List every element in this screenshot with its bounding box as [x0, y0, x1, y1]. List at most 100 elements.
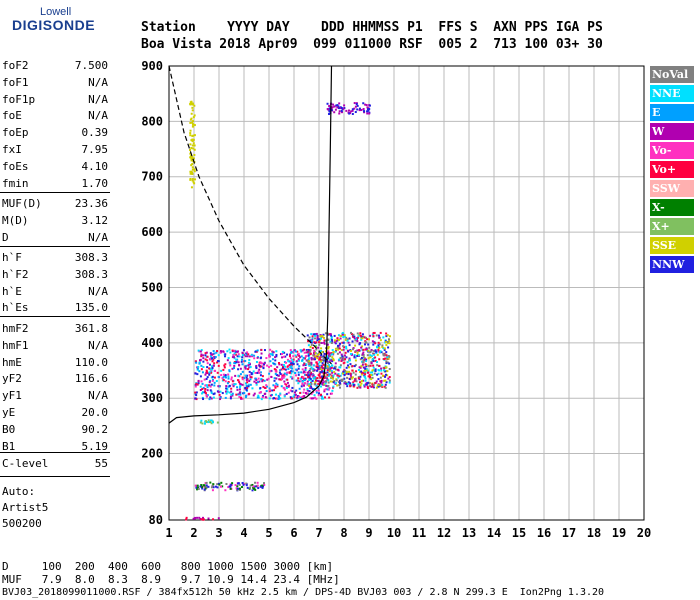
echo-point: [209, 384, 212, 387]
echo-point: [205, 486, 208, 489]
echo-point: [193, 178, 196, 181]
echo-point: [328, 352, 331, 355]
echo-point: [256, 356, 259, 359]
echo-point: [367, 109, 370, 112]
echo-point: [368, 112, 371, 115]
echo-point: [330, 376, 333, 379]
echo-point: [350, 376, 353, 379]
echo-point: [330, 334, 333, 337]
echo-point: [346, 364, 349, 367]
echo-point: [277, 374, 280, 377]
echo-point: [362, 335, 365, 338]
echo-point: [195, 391, 198, 394]
echo-point: [347, 366, 350, 369]
echo-point: [367, 371, 370, 374]
echo-point: [258, 368, 261, 371]
echo-point: [335, 378, 338, 381]
echo-point: [354, 111, 357, 114]
echo-point: [304, 377, 307, 380]
echo-point: [246, 351, 249, 354]
echo-point: [310, 339, 313, 342]
param-name: B1: [2, 439, 16, 453]
echo-point: [329, 333, 332, 336]
echo-point: [377, 385, 380, 388]
echo-point: [337, 339, 340, 342]
echo-point: [341, 372, 344, 375]
x-tick-label: 13: [462, 526, 476, 540]
legend-item: NNE: [650, 85, 694, 102]
echo-point: [363, 336, 366, 339]
legend-item: X+: [650, 218, 694, 235]
echo-point: [375, 350, 378, 353]
echo-point: [333, 105, 336, 108]
echo-point: [231, 392, 234, 395]
param-row: hmF1 N/A: [2, 339, 108, 355]
echo-point: [322, 383, 325, 386]
echo-point: [240, 396, 243, 399]
echo-point: [369, 371, 372, 374]
legend-item: NoVal: [650, 66, 694, 83]
echo-point: [316, 337, 319, 340]
param-name: h`E: [2, 284, 22, 298]
echo-point: [312, 377, 315, 380]
echo-point: [238, 488, 241, 491]
echo-point: [364, 103, 367, 106]
echo-point: [307, 353, 310, 356]
echo-point: [194, 383, 197, 386]
echo-point: [200, 486, 203, 489]
echo-point: [340, 379, 343, 382]
echo-point: [245, 382, 248, 385]
echo-point: [254, 377, 257, 380]
echo-point: [383, 348, 386, 351]
echo-point: [192, 134, 195, 137]
echo-point: [232, 383, 235, 386]
echo-point: [330, 359, 333, 362]
echo-point: [338, 375, 341, 378]
echo-point: [306, 359, 309, 362]
echo-point: [349, 363, 352, 366]
echo-point: [250, 376, 253, 379]
echo-point: [300, 355, 303, 358]
echo-point: [260, 398, 263, 401]
echo-point: [337, 107, 340, 110]
echo-point: [363, 375, 366, 378]
echo-point: [208, 367, 211, 370]
echo-point: [377, 384, 380, 387]
echo-point: [240, 358, 243, 361]
echo-point: [263, 483, 266, 486]
echo-point: [319, 350, 322, 353]
echo-point: [305, 373, 308, 376]
echo-point: [275, 393, 278, 396]
echo-point: [302, 383, 305, 386]
auto-artist: Artist5: [2, 501, 49, 514]
echo-point: [360, 370, 363, 373]
echo-point: [194, 391, 197, 394]
legend-item: SSE: [650, 237, 694, 254]
echo-point: [345, 372, 348, 375]
echo-point: [334, 342, 337, 345]
echo-point: [196, 488, 199, 491]
echo-point: [361, 363, 364, 366]
echo-point: [368, 374, 371, 377]
echo-point: [294, 391, 297, 394]
echo-point: [378, 364, 381, 367]
echo-point: [355, 370, 358, 373]
echo-point: [190, 158, 193, 161]
echo-point: [360, 337, 363, 340]
echo-point: [367, 343, 370, 346]
echo-point: [333, 339, 336, 342]
echo-point: [203, 422, 206, 425]
echo-point: [213, 376, 216, 379]
echo-point: [325, 360, 328, 363]
echo-point: [227, 381, 230, 384]
echo-point: [205, 370, 208, 373]
echo-point: [346, 382, 349, 385]
echo-point: [327, 338, 330, 341]
param-row: h`F2 308.3: [2, 268, 108, 284]
echo-point: [317, 382, 320, 385]
echo-point: [320, 385, 323, 388]
echo-point: [241, 351, 244, 354]
param-value: N/A: [88, 92, 108, 106]
echo-point: [238, 386, 241, 389]
echo-point: [379, 383, 382, 386]
